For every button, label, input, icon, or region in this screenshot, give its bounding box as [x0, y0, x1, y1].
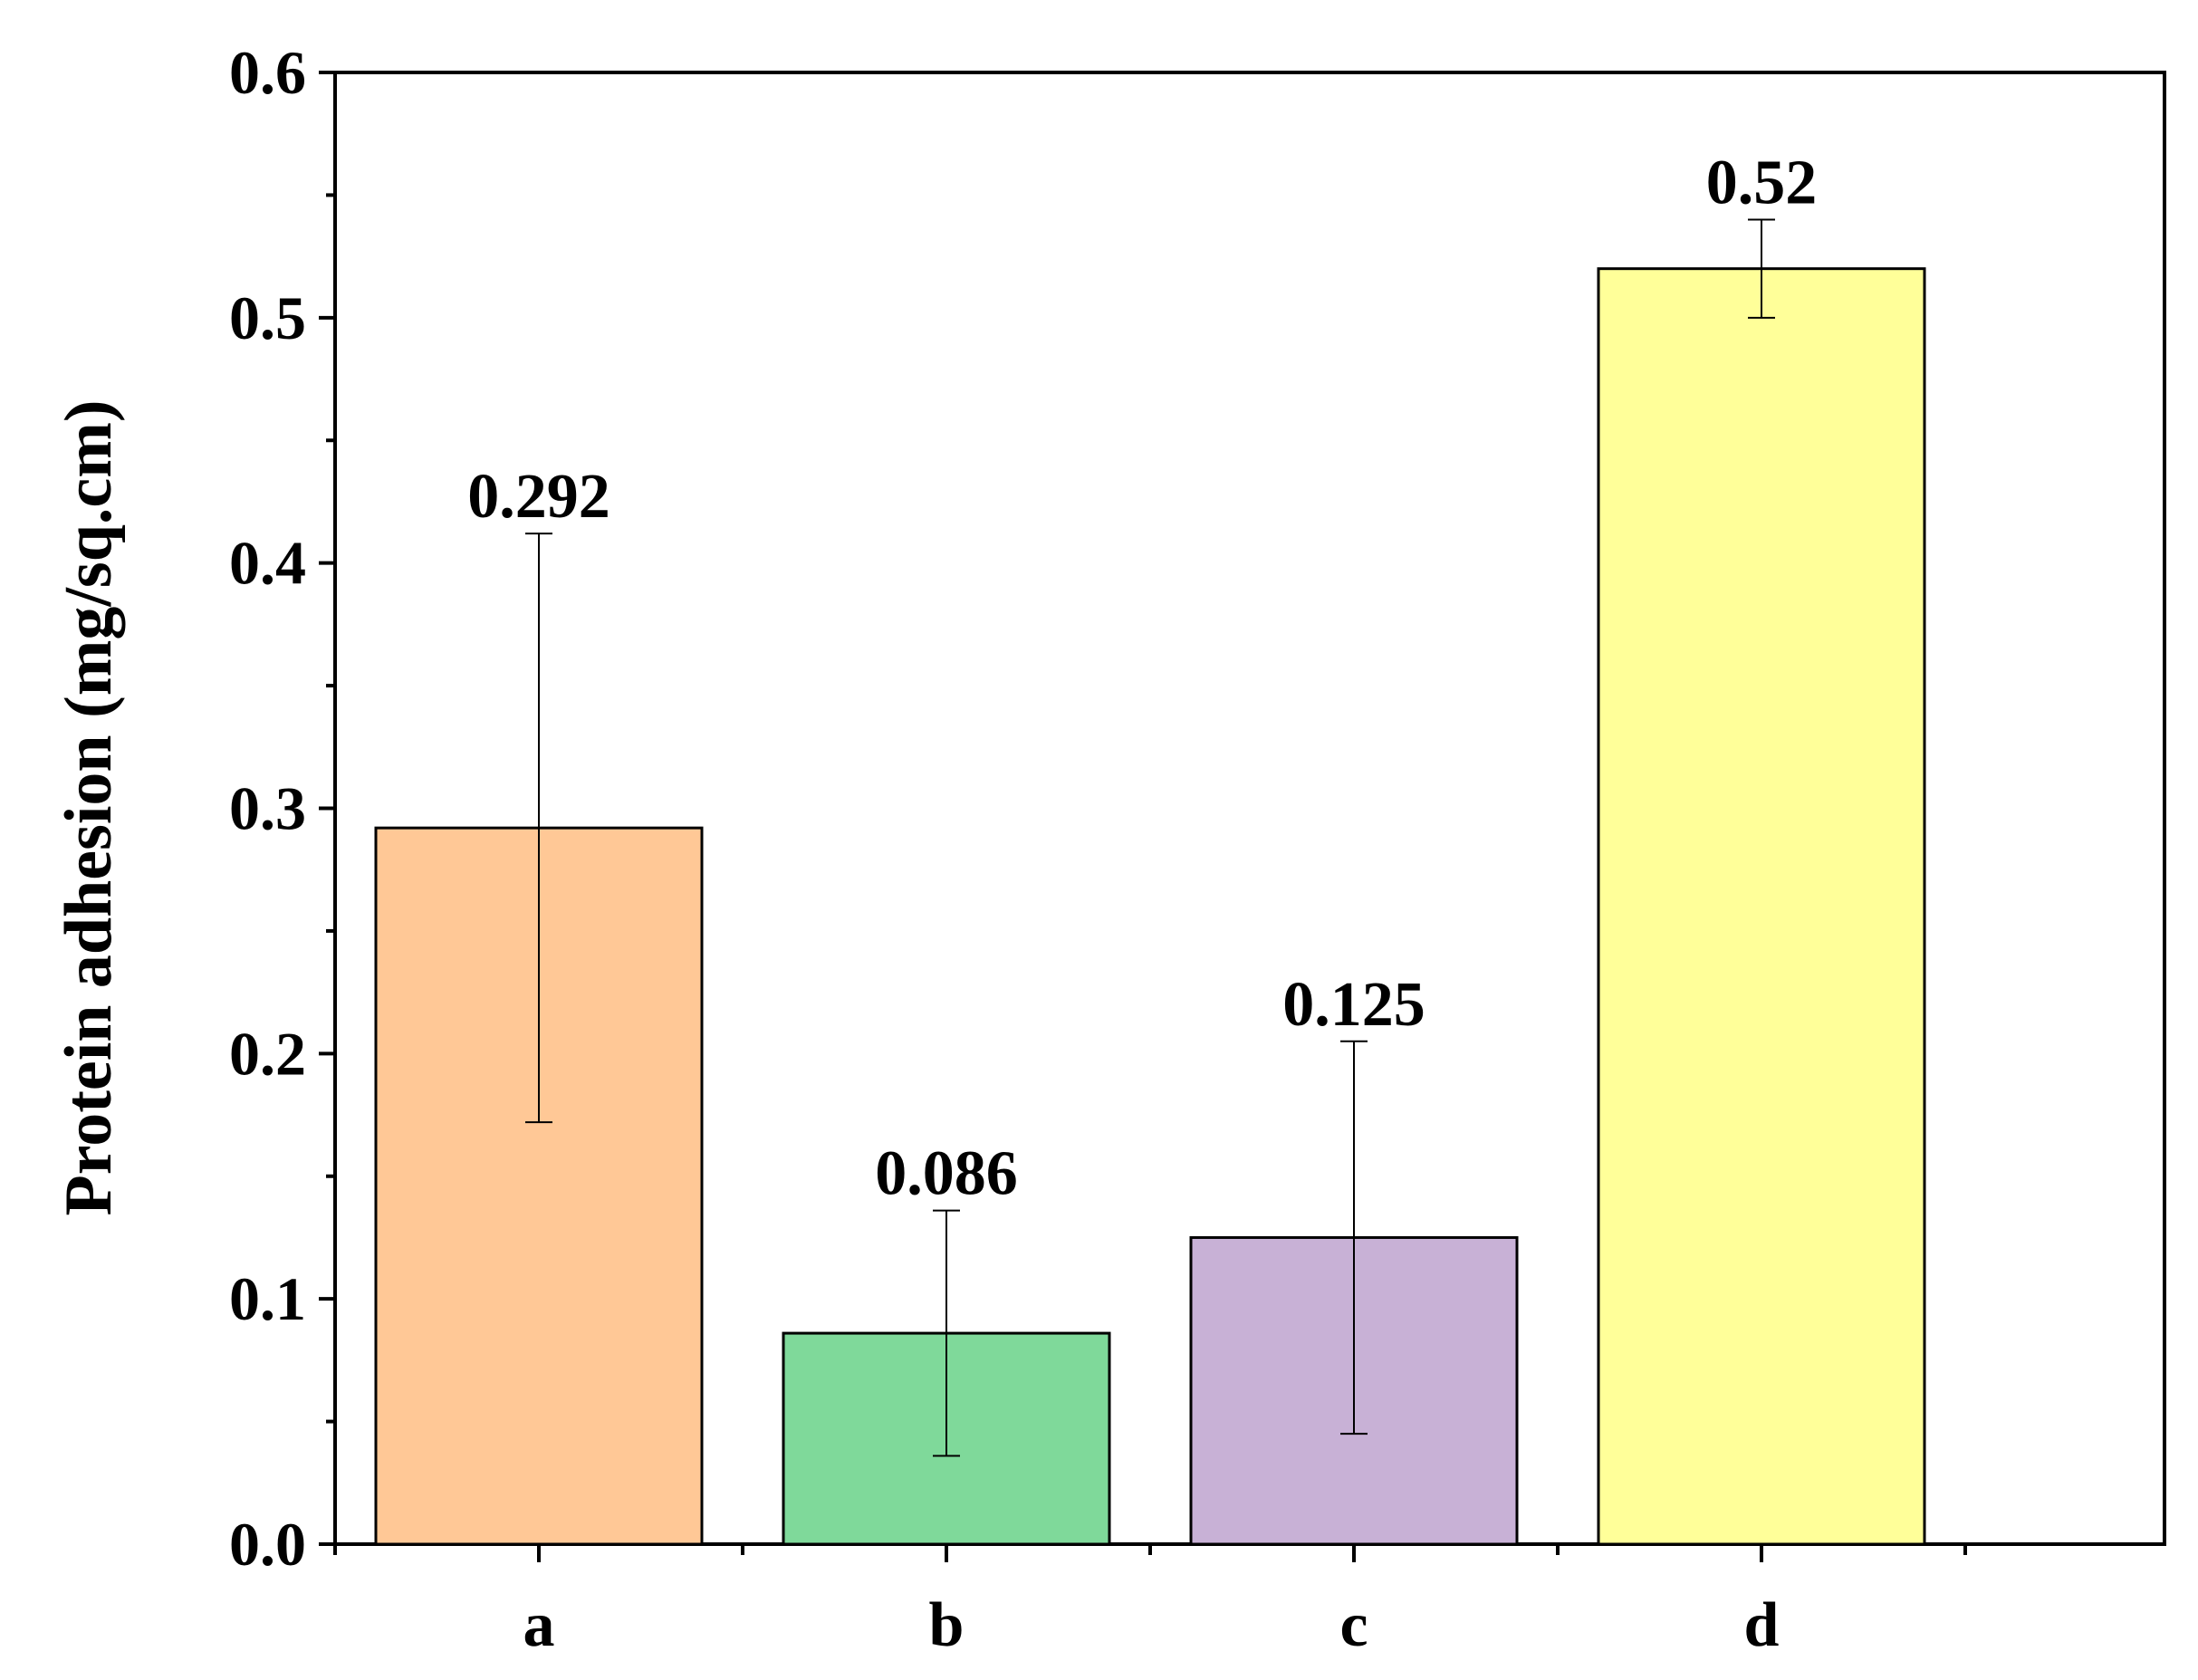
x-axis: a b c d	[333, 1544, 1967, 1660]
bar-value-label: 0.292	[467, 462, 610, 532]
bar	[1597, 267, 1926, 1546]
y-tick-label: 0.2	[229, 1019, 306, 1088]
x-tick-label: d	[1744, 1590, 1780, 1660]
bars-group	[374, 267, 1926, 1546]
value-labels-group: 0.292 0.086 0.125 0.52	[467, 149, 1817, 1209]
bar-value-label: 0.125	[1282, 970, 1425, 1040]
x-tick-label: a	[523, 1590, 555, 1660]
bar-value-label: 0.086	[875, 1139, 1018, 1209]
y-tick-label: 0.3	[229, 774, 306, 843]
y-axis: 0.0 0.1 0.2 0.3 0.4 0.5 0.6	[229, 38, 335, 1579]
bar-value-label: 0.52	[1706, 149, 1818, 218]
y-axis-title: Protein adhesion (mg/sq.cm)	[52, 399, 126, 1215]
x-tick-label: b	[929, 1590, 965, 1660]
y-tick-label: 0.1	[229, 1264, 306, 1333]
x-tick-label: c	[1339, 1590, 1368, 1660]
y-tick-label: 0.4	[229, 529, 306, 598]
error-bars-group	[525, 218, 1775, 1457]
y-tick-label: 0.0	[229, 1510, 306, 1579]
y-tick-label: 0.6	[229, 38, 306, 107]
y-tick-label: 0.5	[229, 283, 306, 352]
